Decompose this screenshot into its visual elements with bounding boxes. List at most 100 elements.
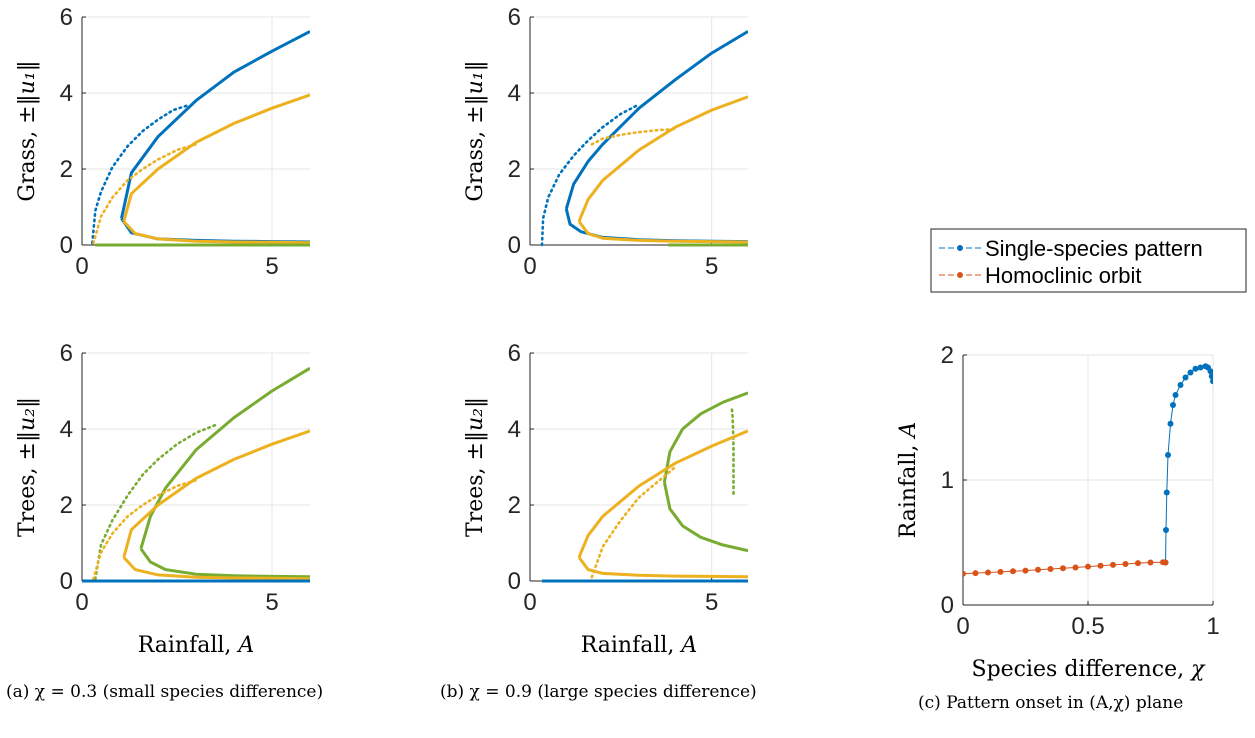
x-tick-label: 5 (265, 253, 278, 280)
y-tick-label: 1 (941, 467, 954, 494)
chart-a-trees: 0 5 0 2 4 6 Trees, ±‖u₂‖ Rainfall, A (15, 340, 310, 658)
data-point-blue (1197, 364, 1204, 371)
x-tick-label: 0.5 (1071, 613, 1104, 640)
y-axis-label: Trees, ±‖u₂‖ (15, 397, 40, 537)
legend-label: Single-species pattern (985, 236, 1203, 261)
y-tick-label: 4 (508, 80, 521, 107)
plot-area (540, 30, 748, 247)
series-dotted-blue (540, 103, 641, 247)
data-point-blue (1163, 489, 1170, 496)
series-dotted-yellow (92, 479, 198, 581)
series-line-green (662, 481, 748, 553)
x-tick-label: 5 (705, 253, 718, 280)
data-point-orange (1135, 560, 1141, 567)
data-point-blue (1172, 392, 1179, 398)
caption-c: (c) Pattern onset in (A,χ) plane (918, 693, 1184, 713)
x-axis-label: Rainfall, A (138, 633, 255, 658)
x-tick-label: 1 (1206, 613, 1219, 640)
series-line-green (662, 391, 748, 483)
chart-b-grass: 0 5 0 2 4 6 Grass, ±‖u₁‖ (463, 4, 748, 280)
data-point-orange (1097, 562, 1104, 569)
x-axis-label: Rainfall, A (581, 633, 698, 658)
data-point-orange (963, 570, 966, 577)
data-point-orange (1047, 566, 1054, 572)
caption-a: (a) χ = 0.3 (small species difference) (6, 682, 324, 702)
y-tick-label: 0 (508, 568, 521, 595)
legend-label: Homoclinic orbit (985, 263, 1142, 288)
series-line-blue (564, 30, 748, 210)
data-point-orange (1110, 561, 1116, 568)
caption-b: (b) χ = 0.9 (large species difference) (440, 682, 757, 702)
y-tick-label: 4 (60, 416, 73, 443)
y-axis-label: Trees, ±‖u₂‖ (463, 397, 488, 537)
series-dotted-green (730, 404, 735, 495)
y-tick-label: 6 (60, 4, 73, 31)
data-point-orange (1122, 561, 1129, 567)
y-axis-label: Rainfall, A (896, 422, 921, 539)
x-tick-label: 0 (75, 589, 88, 616)
data-point-orange (1060, 565, 1066, 572)
data-point-orange (1147, 559, 1154, 566)
y-tick-label: 0 (60, 232, 73, 259)
y-tick-label: 2 (60, 492, 73, 519)
series-line-green (139, 547, 310, 579)
x-axis-label: Species difference, χ (972, 657, 1207, 682)
y-tick-label: 0 (941, 592, 954, 619)
x-tick-label: 0 (75, 253, 88, 280)
legend-box (930, 228, 1247, 293)
series-line-yellow (577, 556, 748, 579)
data-point-orange (1085, 563, 1091, 570)
x-tick-label: 5 (705, 589, 718, 616)
legend-swatch-marker (957, 245, 963, 251)
legend-swatch-marker (957, 272, 963, 278)
series-line-yellow (122, 93, 310, 222)
y-tick-label: 6 (508, 340, 521, 367)
y-tick-label: 2 (508, 156, 521, 183)
data-point-blue (1207, 368, 1213, 375)
data-point-blue (1210, 378, 1213, 385)
data-point-blue (1177, 382, 1184, 388)
x-tick-label: 5 (265, 589, 278, 616)
data-point-orange (1035, 566, 1041, 573)
data-point-orange (1010, 568, 1016, 575)
y-axis-label: Grass, ±‖u₁‖ (15, 60, 40, 201)
y-tick-label: 2 (941, 342, 954, 369)
data-point-blue (1187, 369, 1194, 376)
data-point-orange (1022, 567, 1029, 574)
x-tick-label: 0 (523, 589, 536, 616)
y-tick-label: 0 (508, 232, 521, 259)
data-point-blue (1208, 373, 1213, 380)
data-point-orange (997, 568, 1004, 575)
series-line-green (139, 366, 310, 550)
data-point-blue (1163, 527, 1169, 533)
chart-a-grass: 0 5 0 2 4 6 Grass, ±‖u₁‖ (15, 4, 310, 280)
y-tick-label: 4 (60, 80, 73, 107)
data-point-blue (1165, 452, 1171, 458)
plot-area (91, 30, 310, 247)
y-axis-label: Grass, ±‖u₁‖ (463, 60, 488, 201)
chart-b-trees: 0 5 0 2 4 6 Trees, ±‖u₂‖ Rainfall, A (463, 340, 748, 658)
data-point-orange (985, 569, 991, 576)
series-line-yellow (577, 429, 748, 558)
series-line-yellow (577, 220, 748, 244)
series-dotted-yellow (590, 127, 677, 146)
data-point-orange (1162, 559, 1169, 566)
plot-area (542, 391, 748, 583)
y-tick-label: 6 (60, 340, 73, 367)
y-tick-label: 0 (60, 568, 73, 595)
series-dotted-yellow (590, 465, 677, 579)
series-line-yellow (577, 95, 748, 222)
series-dotted-yellow (92, 143, 198, 245)
series-dotted-green (94, 423, 217, 581)
x-tick-label: 0 (956, 613, 969, 640)
series-dotted-blue (91, 103, 190, 245)
chart-c-onset: 0 0.5 1 0 1 2 Rainfall, A Species difference, χ (896, 342, 1220, 682)
y-tick-label: 2 (60, 156, 73, 183)
data-point-orange (1072, 564, 1079, 571)
data-point-blue (1182, 374, 1189, 381)
series-line-blue (120, 30, 310, 219)
data-point-blue (1170, 402, 1176, 408)
series-line-yellow (122, 220, 310, 245)
